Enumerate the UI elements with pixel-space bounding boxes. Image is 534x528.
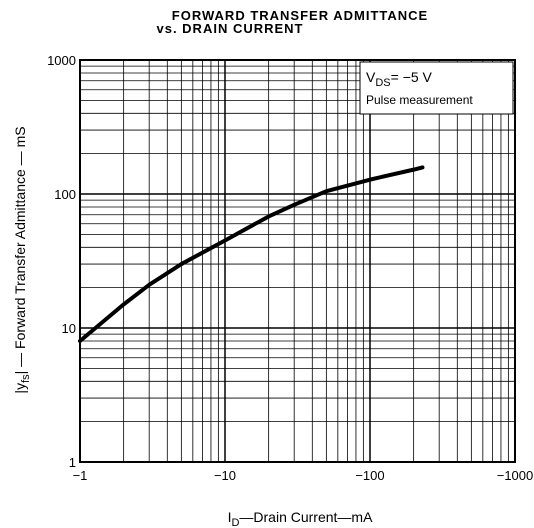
y-axis-label: |yfs| — Forward Transfer Admittance — mS xyxy=(12,126,32,393)
annotation-main: V xyxy=(366,69,376,85)
y-tick-label: 10 xyxy=(62,321,76,336)
annotation: Pulse measurement xyxy=(366,93,473,107)
chart-subtitle: vs. DRAIN CURRENT xyxy=(156,21,303,36)
y-tick-label: 1000 xyxy=(47,53,76,68)
y-label-main: |y xyxy=(12,383,28,394)
y-tick-label: 100 xyxy=(54,187,76,202)
y-label-rest: | — Forward Transfer Admittance — mS xyxy=(12,126,28,374)
x-axis-label: ID—Drain Current—mA xyxy=(228,509,374,528)
annotation-box xyxy=(359,61,514,115)
x-tick-label: −10 xyxy=(214,468,236,483)
annotation-rest: = −5 V xyxy=(391,69,433,85)
x-label-rest: —Drain Current—mA xyxy=(239,509,373,525)
y-label-sub: fs xyxy=(20,374,32,383)
annotation: VDS= −5 V xyxy=(366,69,433,89)
x-label-main: I xyxy=(228,509,232,525)
annotation-main: Pulse measurement xyxy=(366,93,473,107)
x-tick-label: −1 xyxy=(73,468,88,483)
series-line xyxy=(78,165,425,343)
annotation-sub: DS xyxy=(375,77,390,89)
chart-title: FORWARD TRANSFER ADMITTANCE xyxy=(172,8,428,23)
y-tick-label: 1 xyxy=(69,455,76,470)
x-tick-label: −1000 xyxy=(497,468,534,483)
x-tick-label: −100 xyxy=(355,468,384,483)
plot-frame xyxy=(79,59,516,463)
x-label-sub: D xyxy=(231,517,239,528)
